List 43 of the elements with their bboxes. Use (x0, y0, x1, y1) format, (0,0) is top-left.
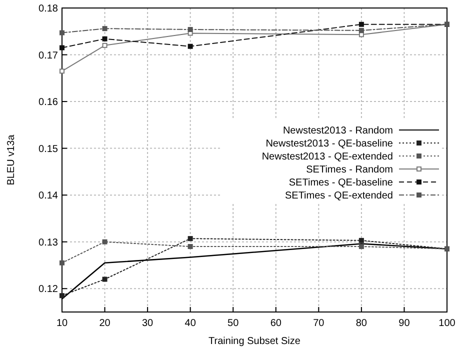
point (60, 30, 64, 36)
y-tick-label: 0.15 (38, 144, 58, 155)
y-tick-label: 0.16 (38, 97, 58, 108)
x-tick-label: 60 (270, 318, 282, 329)
x-tick-label: 90 (398, 318, 410, 329)
x-tick-label: 80 (356, 318, 368, 329)
legend-label: Newstest2013 - Random (282, 126, 393, 136)
y-tick-label: 0.14 (38, 190, 58, 202)
point (102, 276, 108, 282)
x-tick-label: 10 (56, 318, 68, 329)
x-tick-label: 40 (184, 318, 196, 329)
point (188, 27, 193, 32)
point (188, 44, 193, 49)
point (60, 260, 64, 266)
point (102, 26, 108, 32)
x-tick-label: 70 (313, 318, 325, 329)
y-tick-label: 0.13 (38, 237, 58, 248)
point (102, 42, 108, 48)
point (358, 28, 364, 33)
point (60, 68, 64, 74)
x-tick-label: 30 (142, 318, 154, 329)
point (188, 244, 193, 250)
point (102, 36, 108, 42)
y-tick-label: 0.12 (38, 284, 58, 296)
point (358, 238, 364, 243)
y-axis-title: BLEU v13a (6, 134, 17, 186)
x-axis-title: Training Subset Size (208, 336, 301, 347)
point (102, 239, 108, 244)
point (358, 22, 364, 27)
point (60, 293, 64, 298)
legend-label: Newstest2013 - QE-baseline (266, 138, 394, 150)
legend-label: SETimes - Random (306, 164, 393, 176)
legend-label: SETimes - QE-extended (284, 190, 393, 202)
point (188, 236, 193, 242)
point (358, 244, 364, 250)
legend-label: Newstest2013 - QE-extended (262, 152, 393, 162)
x-tick-label: 100 (438, 318, 456, 329)
y-tick-label: 0.17 (38, 50, 58, 62)
x-tick-label: 20 (99, 318, 111, 329)
legend-label: SETimes - QE-baseline (288, 178, 394, 188)
point (60, 45, 64, 50)
y-tick-label: 0.18 (38, 4, 58, 14)
x-tick-label: 50 (228, 318, 240, 329)
